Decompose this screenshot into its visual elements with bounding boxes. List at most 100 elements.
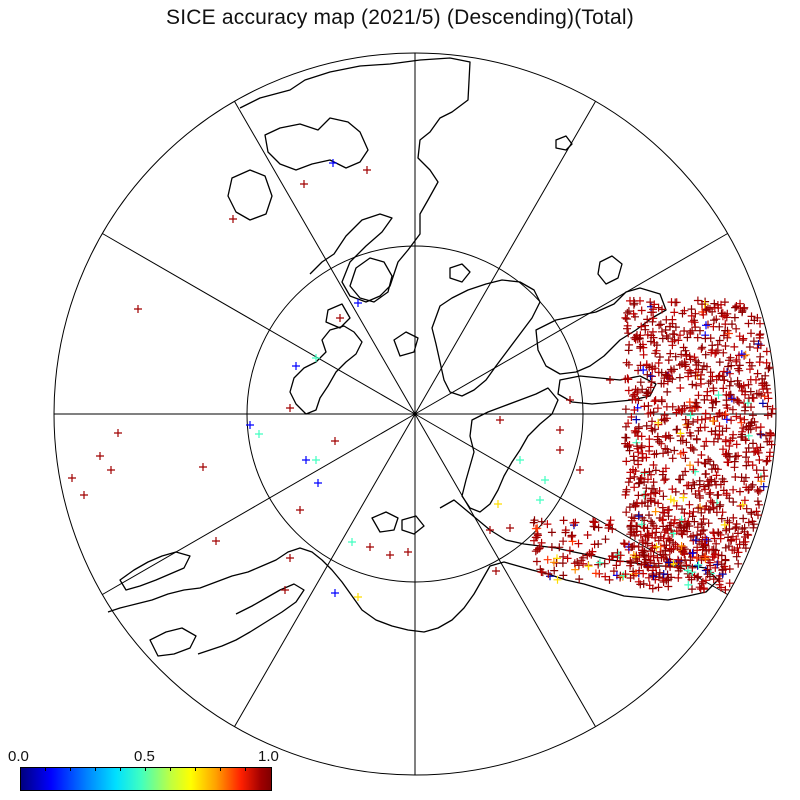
accuracy-marker: [725, 494, 734, 503]
accuracy-marker: [563, 554, 572, 563]
accuracy-marker: [689, 478, 698, 487]
accuracy-marker: [658, 305, 666, 314]
accuracy-marker: [738, 308, 747, 317]
accuracy-marker: [629, 300, 638, 309]
accuracy-marker: [660, 476, 669, 485]
accuracy-marker: [635, 334, 644, 343]
accuracy-marker: [649, 305, 657, 314]
accuracy-marker: [648, 317, 657, 326]
accuracy-marker: [685, 573, 694, 582]
accuracy-marker: [632, 569, 640, 578]
accuracy-marker: [735, 351, 743, 360]
meridian-line: [414, 233, 728, 415]
accuracy-marker: [663, 387, 672, 396]
accuracy-marker: [721, 342, 730, 350]
accuracy-marker: [744, 444, 753, 452]
accuracy-marker: [623, 324, 631, 333]
accuracy-marker: [682, 481, 691, 490]
accuracy-marker: [722, 526, 730, 535]
accuracy-marker: [686, 431, 695, 440]
accuracy-marker: [729, 430, 738, 439]
accuracy-marker: [537, 517, 546, 526]
accuracy-marker: [676, 331, 684, 340]
accuracy-marker: [719, 384, 728, 393]
accuracy-marker: [706, 488, 715, 497]
accuracy-marker: [636, 378, 645, 387]
accuracy-marker: [715, 358, 724, 367]
accuracy-marker: [627, 528, 636, 537]
accuracy-marker: [742, 461, 751, 470]
accuracy-marker: [649, 333, 658, 342]
accuracy-marker: [691, 490, 700, 498]
accuracy-marker: [666, 365, 675, 374]
accuracy-marker: [684, 372, 693, 381]
accuracy-marker: [659, 550, 667, 559]
accuracy-marker: [723, 516, 732, 525]
accuracy-marker: [767, 409, 776, 418]
coast-chukotka: [119, 551, 191, 591]
accuracy-marker: [682, 352, 691, 360]
accuracy-marker: [631, 385, 640, 394]
accuracy-marker: [728, 405, 737, 414]
accuracy-marker: [630, 456, 639, 465]
accuracy-marker: [655, 487, 664, 495]
accuracy-marker: [550, 566, 559, 575]
accuracy-marker: [710, 316, 718, 325]
accuracy-marker: [621, 405, 630, 414]
accuracy-marker: [746, 387, 755, 396]
accuracy-marker: [637, 443, 646, 452]
accuracy-marker: [605, 575, 614, 584]
accuracy-marker: [704, 537, 713, 546]
accuracy-marker: [658, 470, 667, 479]
accuracy-marker: [506, 524, 514, 532]
accuracy-marker: [576, 466, 584, 474]
accuracy-marker: [766, 448, 774, 457]
accuracy-marker: [721, 543, 730, 552]
accuracy-marker: [492, 567, 500, 575]
accuracy-marker: [663, 445, 672, 454]
accuracy-marker: [630, 333, 639, 342]
colorbar-tick: [120, 767, 121, 771]
accuracy-marker: [763, 456, 772, 465]
accuracy-marker: [698, 343, 707, 352]
accuracy-marker: [706, 334, 715, 343]
accuracy-marker: [537, 538, 546, 547]
accuracy-marker: [696, 326, 704, 335]
accuracy-marker: [559, 516, 568, 525]
accuracy-marker: [700, 442, 709, 451]
accuracy-marker: [705, 572, 714, 581]
accuracy-marker: [681, 454, 690, 463]
accuracy-marker: [680, 306, 689, 315]
accuracy-marker: [643, 539, 652, 548]
accuracy-marker: [744, 394, 753, 403]
accuracy-marker: [758, 399, 767, 408]
accuracy-marker: [671, 352, 680, 361]
accuracy-marker: [677, 350, 686, 359]
coast-siberian-islands: [371, 511, 425, 535]
accuracy-marker: [627, 543, 636, 552]
accuracy-marker: [741, 436, 750, 445]
accuracy-marker: [660, 374, 669, 383]
accuracy-marker: [642, 360, 651, 369]
accuracy-marker: [646, 298, 655, 307]
accuracy-marker: [728, 320, 736, 329]
colorbar-tick: [45, 767, 46, 771]
accuracy-marker: [732, 520, 741, 528]
accuracy-marker: [719, 348, 728, 357]
accuracy-marker: [693, 523, 702, 532]
accuracy-marker: [634, 448, 643, 457]
accuracy-marker: [496, 416, 504, 424]
accuracy-marker: [767, 430, 775, 439]
accuracy-marker: [656, 532, 665, 541]
accuracy-marker: [742, 453, 750, 462]
accuracy-marker: [710, 534, 719, 543]
accuracy-marker: [676, 449, 685, 458]
coast-svalbard: [449, 263, 471, 283]
accuracy-marker: [752, 389, 761, 398]
accuracy-marker: [629, 309, 638, 318]
accuracy-marker: [664, 356, 673, 365]
accuracy-marker: [591, 569, 600, 578]
accuracy-marker: [606, 516, 615, 525]
accuracy-marker: [630, 472, 639, 481]
coast-greenland: [431, 279, 541, 397]
